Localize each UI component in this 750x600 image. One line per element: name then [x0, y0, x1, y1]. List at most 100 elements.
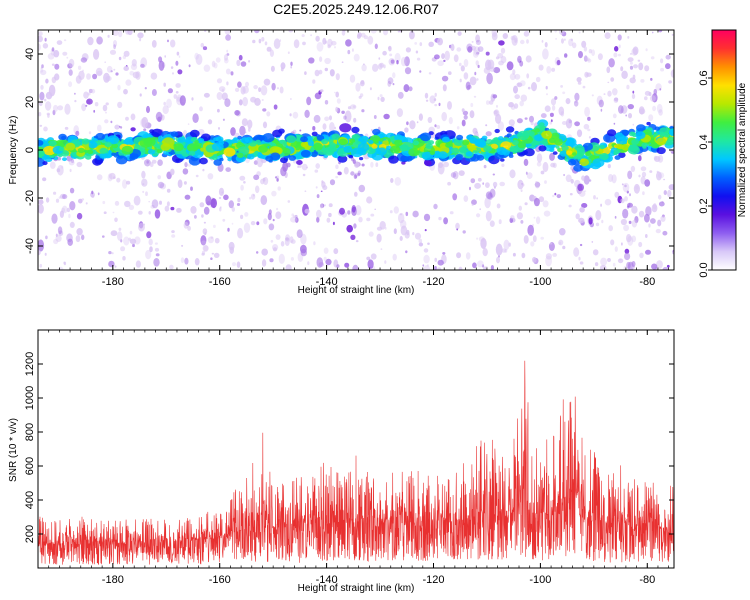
signal-blob	[115, 155, 128, 165]
noise-speckle	[579, 207, 585, 213]
noise-speckle	[219, 86, 226, 92]
noise-speckle	[57, 226, 63, 235]
signal-blob	[149, 129, 155, 134]
noise-speckle	[82, 69, 84, 73]
noise-speckle	[225, 167, 231, 173]
noise-speckle	[85, 202, 88, 205]
noise-speckle	[300, 244, 307, 254]
noise-speckle	[217, 108, 220, 113]
noise-speckle	[583, 55, 588, 62]
noise-speckle	[549, 152, 555, 161]
noise-speckle	[238, 99, 243, 106]
signal-blob	[567, 159, 577, 166]
signal-blob	[429, 150, 436, 155]
noise-speckle	[658, 172, 665, 179]
snr-y-tick-label: 600	[24, 457, 36, 475]
noise-speckle	[350, 234, 356, 240]
noise-speckle	[576, 129, 583, 138]
noise-speckle	[163, 82, 166, 87]
noise-speckle	[102, 200, 106, 205]
figure-title: C2E5.2025.249.12.06.R07	[273, 1, 439, 17]
signal-blob	[534, 134, 544, 142]
signal-blob	[524, 148, 535, 157]
noise-speckle	[428, 41, 435, 47]
noise-speckle	[612, 262, 616, 267]
noise-speckle	[414, 232, 422, 240]
noise-speckle	[97, 124, 102, 132]
noise-speckle	[183, 221, 189, 229]
noise-speckle	[485, 124, 488, 127]
noise-speckle	[323, 256, 327, 262]
noise-speckle	[214, 237, 220, 244]
noise-speckle	[125, 116, 129, 121]
noise-speckle	[564, 53, 568, 58]
noise-speckle	[457, 31, 462, 36]
noise-speckle	[465, 252, 471, 260]
noise-speckle	[316, 194, 320, 199]
signal-blob	[552, 151, 558, 155]
noise-speckle	[561, 38, 564, 44]
noise-speckle	[631, 261, 636, 267]
noise-speckle	[204, 30, 207, 33]
noise-speckle	[58, 196, 61, 199]
noise-speckle	[497, 53, 504, 59]
noise-speckle	[62, 194, 68, 200]
noise-speckle	[352, 105, 356, 108]
noise-speckle	[578, 217, 585, 224]
noise-speckle	[230, 71, 234, 76]
noise-speckle	[562, 91, 566, 95]
noise-speckle	[370, 30, 377, 34]
noise-speckle	[656, 171, 662, 181]
noise-speckle	[148, 201, 150, 203]
noise-speckle	[662, 267, 669, 270]
noise-speckle	[357, 172, 361, 177]
noise-speckle	[345, 39, 352, 47]
noise-speckle	[671, 33, 674, 36]
noise-speckle	[437, 267, 442, 270]
signal-blob	[456, 134, 464, 141]
noise-speckle	[150, 72, 158, 80]
noise-speckle	[384, 260, 387, 264]
signal-blob	[187, 143, 199, 152]
noise-speckle	[668, 184, 674, 191]
noise-speckle	[629, 193, 631, 197]
noise-speckle	[626, 234, 632, 243]
noise-speckle	[583, 175, 590, 185]
noise-speckle	[263, 177, 269, 185]
noise-speckle	[323, 247, 329, 254]
noise-speckle	[574, 92, 580, 101]
noise-speckle	[239, 175, 246, 181]
noise-speckle	[555, 38, 557, 40]
noise-speckle	[536, 161, 542, 167]
noise-speckle	[224, 30, 231, 35]
noise-speckle	[153, 258, 160, 267]
noise-speckle	[200, 235, 207, 246]
noise-speckle	[232, 262, 236, 267]
noise-speckle	[120, 239, 123, 243]
noise-speckle	[632, 46, 639, 55]
noise-speckle	[141, 170, 146, 179]
noise-speckle	[304, 208, 310, 214]
noise-speckle	[266, 46, 272, 52]
noise-speckle	[334, 46, 336, 49]
noise-speckle	[171, 234, 176, 238]
noise-speckle	[535, 216, 541, 225]
noise-speckle	[40, 69, 47, 76]
noise-speckle	[579, 243, 583, 247]
noise-speckle	[642, 191, 645, 196]
noise-speckle	[621, 242, 623, 246]
noise-speckle	[210, 198, 217, 209]
colorbar-tick-label: 0.6	[698, 70, 710, 85]
noise-speckle	[114, 265, 117, 268]
signal-blob	[573, 164, 583, 172]
noise-speckle	[408, 86, 413, 92]
noise-speckle	[626, 84, 630, 90]
noise-speckle	[159, 200, 162, 205]
noise-speckle	[660, 215, 666, 222]
signal-blob	[517, 130, 530, 141]
noise-speckle	[88, 131, 92, 135]
noise-speckle	[600, 108, 603, 112]
signal-blob	[139, 138, 152, 148]
noise-speckle	[501, 248, 507, 253]
